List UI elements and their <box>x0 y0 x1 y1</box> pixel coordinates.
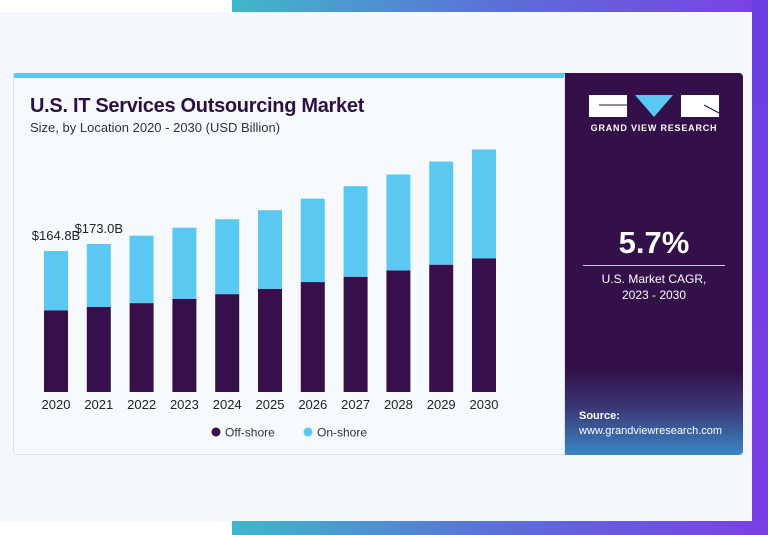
data-label: $173.0B <box>75 221 123 236</box>
bar-onshore-2026 <box>300 198 325 283</box>
source-label: Source: <box>579 410 620 422</box>
x-tick-label: 2028 <box>384 397 413 412</box>
legend-marker <box>211 427 221 437</box>
x-tick-label: 2026 <box>298 397 327 412</box>
brand-name: GRAND VIEW RESEARCH <box>590 123 718 133</box>
bar-offshore-2027 <box>343 276 368 392</box>
bar-onshore-2030 <box>472 149 496 259</box>
bar-chart: 2020 2021 2022 2023 2024 2025 2026 2027 2028 2029… <box>32 149 499 440</box>
chart-card: U.S. IT Services Outsourcing Market Size… <box>13 73 565 455</box>
bar-onshore-2027 <box>343 186 368 277</box>
chart-title: U.S. IT Services Outsourcing Market <box>30 95 365 117</box>
bar-offshore-2020 <box>44 310 68 392</box>
chart-subtitle: Size, by Location 2020 - 2030 (USD Billi… <box>30 120 281 135</box>
bar-onshore-2029 <box>429 161 454 265</box>
bar-offshore-2030 <box>472 258 496 392</box>
x-tick-label: 2029 <box>427 397 456 412</box>
bar-offshore-2023 <box>172 298 197 392</box>
bar-offshore-2021 <box>86 306 111 392</box>
bar-onshore-2022 <box>129 235 154 304</box>
x-tick-label: 2022 <box>127 397 156 412</box>
right-gradient-bar <box>752 0 768 535</box>
bar-offshore-2022 <box>129 303 154 392</box>
bar-offshore-2029 <box>429 264 454 392</box>
side-panel: GRAND VIEW RESEARCH 5.7% U.S. Market CAG… <box>565 73 743 455</box>
legend-label: Off-shore <box>225 426 275 440</box>
legend-label: On-shore <box>317 426 367 440</box>
x-tick-label: 2025 <box>256 397 285 412</box>
bar-offshore-2024 <box>215 294 240 392</box>
top-gradient-bar <box>232 0 768 12</box>
x-tick-label: 2021 <box>84 397 113 412</box>
source: Source: www.grandviewresearch.com <box>579 409 722 439</box>
cagr-label: U.S. Market CAGR, 2023 - 2030 <box>565 271 743 303</box>
cagr-label-line1: U.S. Market CAGR, <box>601 272 707 286</box>
x-tick-label: 2030 <box>470 397 499 412</box>
bar-onshore-2024 <box>215 219 240 295</box>
x-tick-label: 2027 <box>341 397 370 412</box>
bottom-gradient-bar <box>232 521 768 535</box>
cagr-value: 5.7% <box>618 225 690 260</box>
bar-onshore-2023 <box>172 227 197 299</box>
bar-offshore-2026 <box>300 282 325 392</box>
x-tick-label: 2023 <box>170 397 199 412</box>
bar-onshore-2020 <box>44 251 68 311</box>
bar-onshore-2025 <box>258 210 282 289</box>
cagr-label-line2: 2023 - 2030 <box>621 288 687 302</box>
x-tick-label: 2020 <box>42 397 71 412</box>
x-tick-label: 2024 <box>213 397 242 412</box>
bar-onshore-2021 <box>86 243 111 307</box>
source-url: www.grandviewresearch.com <box>579 425 723 437</box>
data-label: $164.8B <box>32 228 80 243</box>
grand-view-research-logo <box>589 95 719 117</box>
legend-marker <box>303 427 313 437</box>
bar-offshore-2025 <box>258 288 282 392</box>
divider <box>583 265 725 266</box>
bar-onshore-2028 <box>386 174 411 271</box>
bar-offshore-2028 <box>386 270 411 392</box>
